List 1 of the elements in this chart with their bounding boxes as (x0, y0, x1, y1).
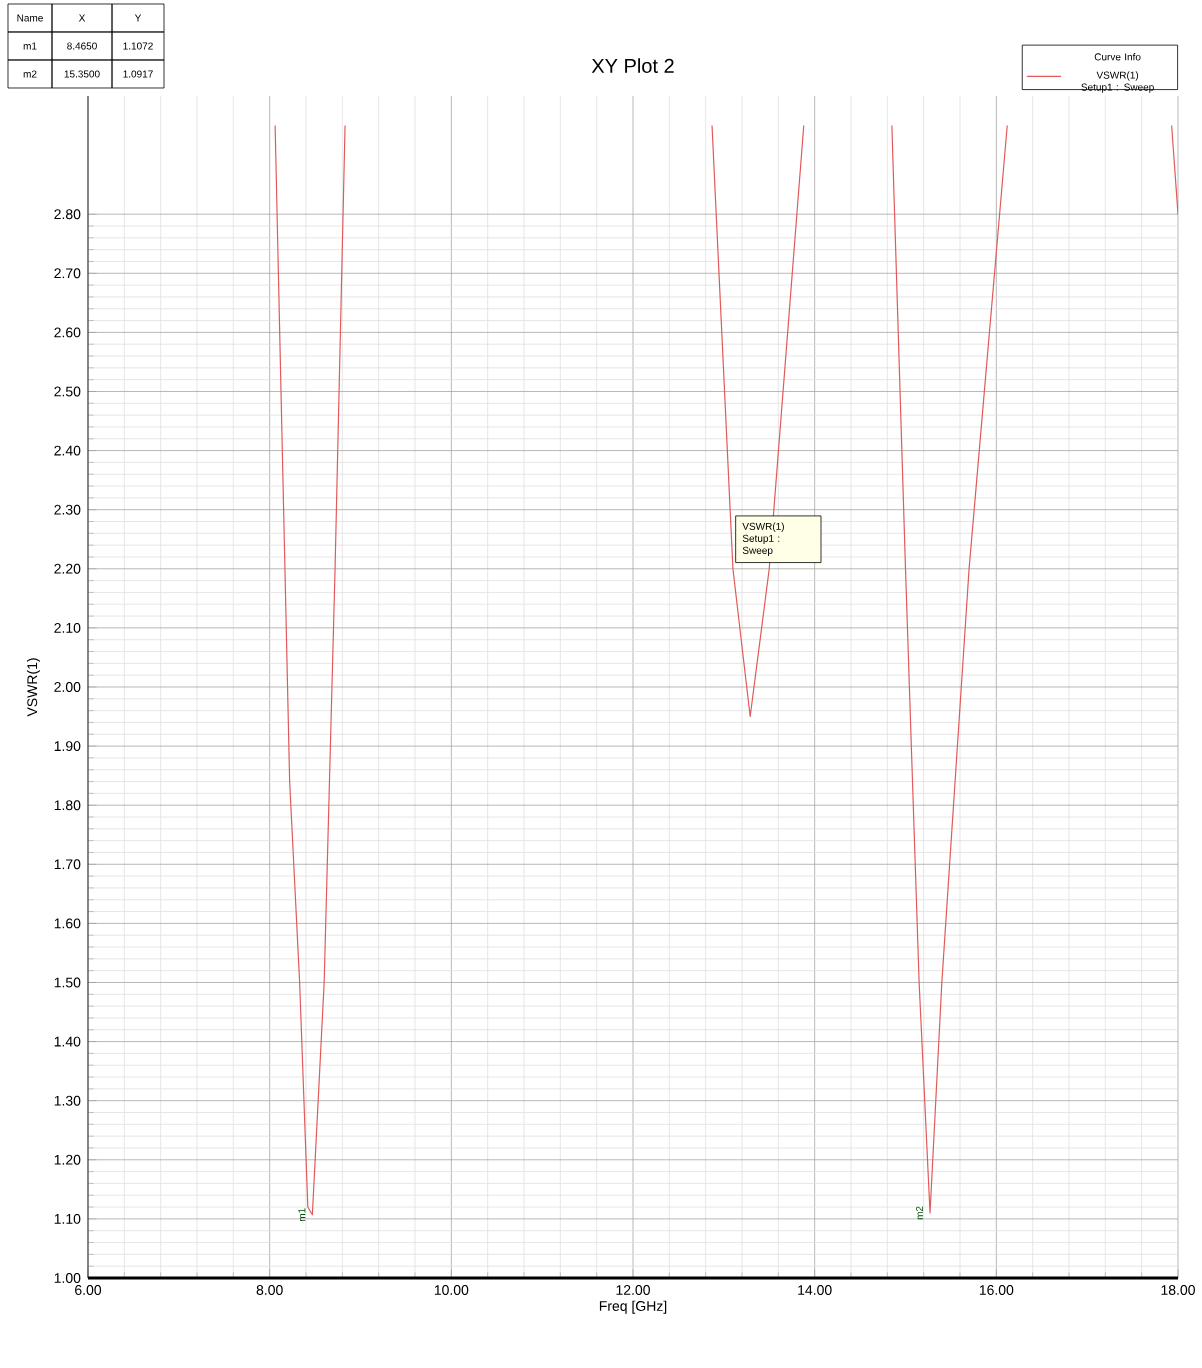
chart-title: XY Plot 2 (591, 58, 674, 73)
